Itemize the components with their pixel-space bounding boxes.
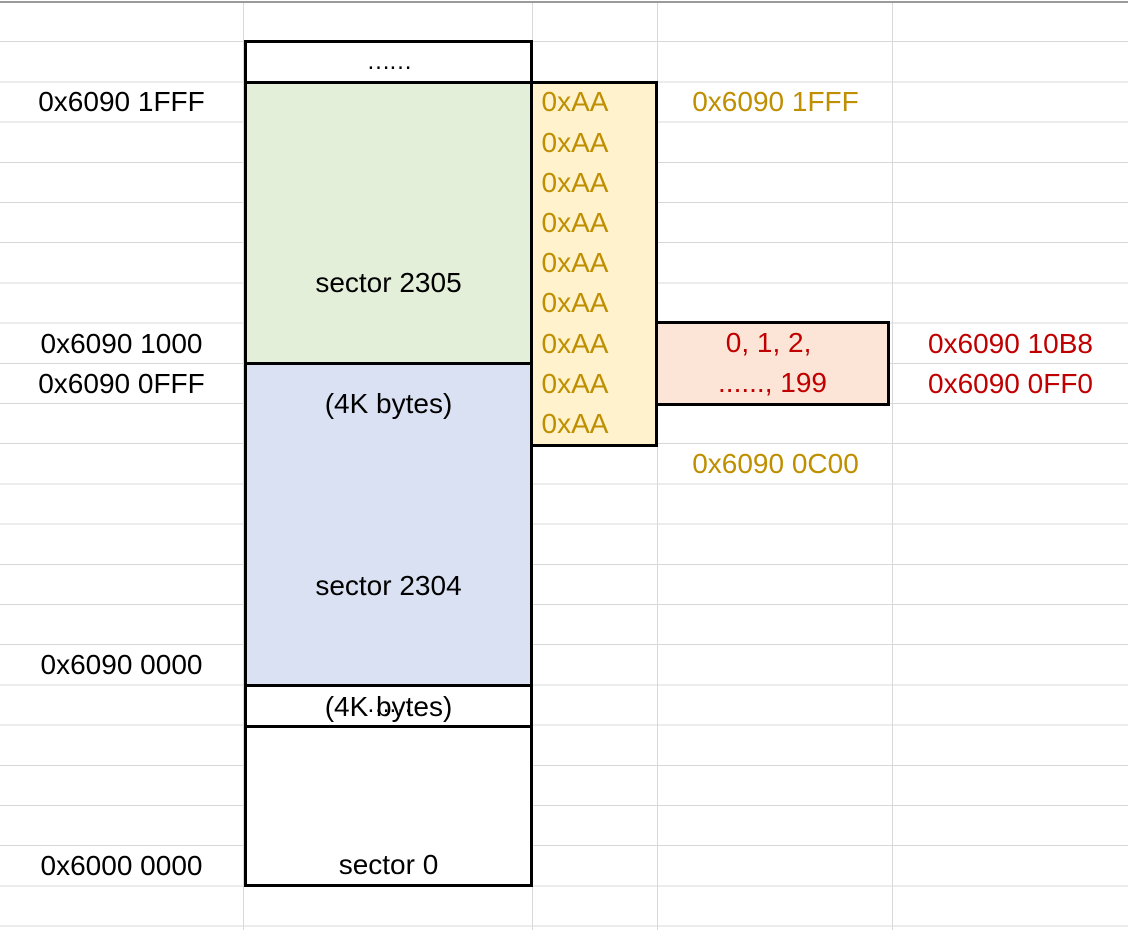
byte-value: 0xAA <box>541 86 609 118</box>
red-address-10b8: 0x6090 10B8 <box>927 327 1094 359</box>
vertical-gridline-d <box>892 2 893 930</box>
sector-0-box <box>244 725 533 887</box>
byte-value: 0xAA <box>541 207 609 238</box>
byte-value: 0xAA <box>541 367 609 399</box>
address-label-0x60900000: 0x6090 0000 <box>40 649 203 681</box>
sheet-top-rule <box>0 1 1128 3</box>
address-label-0x60000000: 0x6000 0000 <box>40 850 203 882</box>
sector-2305-size: (4K bytes) <box>324 388 453 420</box>
sector-2304-box <box>244 362 533 687</box>
gold-address-start: 0x6090 1FFF <box>692 86 859 118</box>
sector-2304-size: (4K bytes) <box>324 691 453 723</box>
vertical-gridline-a <box>243 2 244 930</box>
sector-0-label: sector 0 (4K bytes) <box>244 765 533 930</box>
byte-value: 0xAA <box>541 287 609 319</box>
byte-value: 0xAA <box>541 166 609 198</box>
write-block-box <box>655 321 890 406</box>
gold-address-end: 0x6090 0C00 <box>692 448 859 480</box>
red-address-0ff0: 0x6090 0FF0 <box>928 367 1093 399</box>
write-block-line2: ......, 199 <box>718 366 827 398</box>
byte-value: 0xAA <box>541 247 609 279</box>
byte-value: 0xAA <box>541 126 609 158</box>
sector-2304-name: sector 2304 <box>315 570 462 602</box>
ellipsis-top-text: …… <box>366 48 413 75</box>
ellipsis-top-box <box>244 40 533 84</box>
ellipsis-bottom-text: …… <box>366 690 413 718</box>
sector-0-name: sector 0 <box>338 849 439 881</box>
sector-2304-label: sector 2304 (4K bytes) <box>244 486 533 808</box>
sector-2305-label: sector 2305 (4K bytes) <box>244 183 533 505</box>
byte-value: 0xAA <box>541 327 609 359</box>
vertical-gridline-c <box>657 2 658 930</box>
address-label-0x60901fff: 0x6090 1FFF <box>38 86 205 118</box>
sector-2305-name: sector 2305 <box>315 267 462 299</box>
write-block-line1: 0, 1, 2, <box>725 326 820 358</box>
address-label-0x60901000: 0x6090 1000 <box>40 327 203 359</box>
address-label-0x60900fff: 0x6090 0FFF <box>38 367 205 399</box>
byte-value: 0xAA <box>541 408 609 439</box>
byte-column-box <box>530 81 658 447</box>
